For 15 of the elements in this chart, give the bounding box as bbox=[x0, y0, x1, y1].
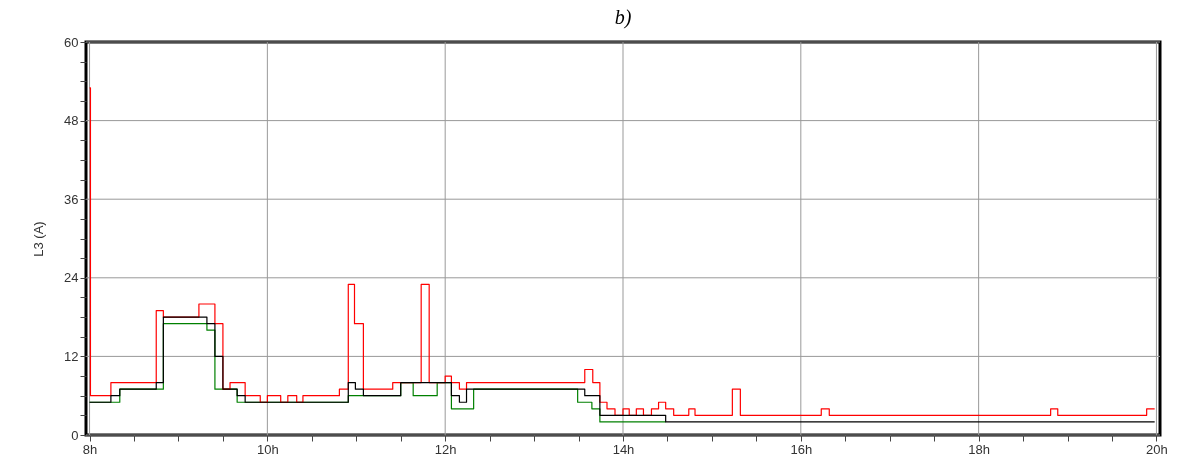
x-tick-label: 8h bbox=[82, 441, 98, 457]
y-tick-label: 0 bbox=[71, 427, 79, 443]
x-tick-label: 10h bbox=[257, 441, 279, 457]
y-tick-label: 24 bbox=[64, 270, 79, 286]
y-tick-label: 36 bbox=[64, 191, 79, 207]
x-tick-label: 16h bbox=[790, 441, 813, 457]
y-tick-label: 48 bbox=[64, 113, 79, 129]
chart-title: b) bbox=[614, 6, 632, 29]
x-tick-label: 18h bbox=[968, 441, 990, 457]
y-axis-title: L3 (A) bbox=[31, 221, 47, 257]
y-tick-label: 12 bbox=[64, 348, 79, 364]
x-tick-label: 20h bbox=[1146, 441, 1168, 457]
x-tick-label: 12h bbox=[434, 441, 457, 457]
y-tick-label: 60 bbox=[64, 34, 79, 50]
x-tick-label: 14h bbox=[612, 441, 635, 457]
